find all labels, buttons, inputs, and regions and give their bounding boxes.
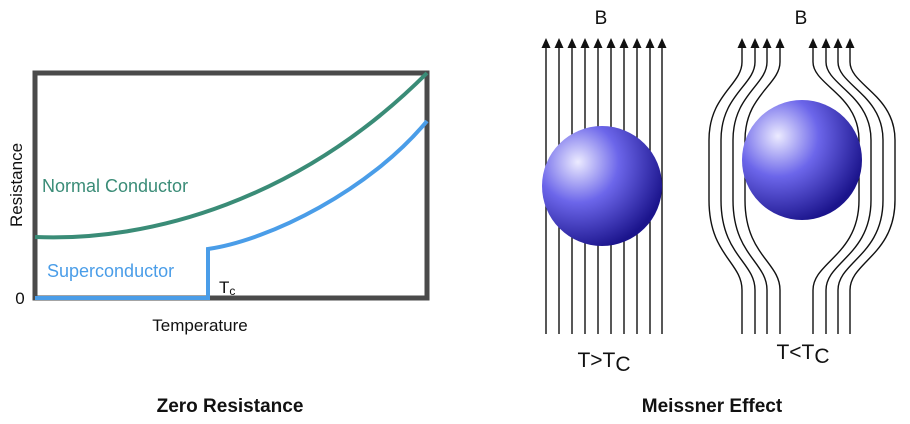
field-arrowhead xyxy=(809,38,818,48)
field-arrowhead xyxy=(738,38,747,48)
field-arrowhead xyxy=(834,38,843,48)
field-label-left: B xyxy=(595,8,608,29)
field-arrowhead xyxy=(620,38,629,48)
field-arrowhead xyxy=(822,38,831,48)
sphere-superconducting-state xyxy=(742,100,862,220)
state-label-right: T<TC xyxy=(776,341,829,368)
field-arrowhead xyxy=(568,38,577,48)
normal-conductor-label: Normal Conductor xyxy=(42,176,188,196)
field-arrowhead xyxy=(594,38,603,48)
field-arrowhead xyxy=(658,38,667,48)
field-arrowhead xyxy=(607,38,616,48)
field-arrowhead xyxy=(581,38,590,48)
field-label-right: B xyxy=(795,8,808,29)
normal-conductor-curve xyxy=(35,73,427,237)
field-arrowhead xyxy=(751,38,760,48)
resistance-graph: Resistance Temperature 0 Normal Conducto… xyxy=(7,73,427,335)
field-arrowhead xyxy=(763,38,772,48)
field-arrowhead xyxy=(646,38,655,48)
sphere-normal-state xyxy=(542,126,662,246)
field-arrowhead xyxy=(846,38,855,48)
x-axis-label: Temperature xyxy=(152,316,247,335)
meissner-effect-caption: Meissner Effect xyxy=(642,396,783,417)
field-penetrating-diagram: B T>TC xyxy=(542,8,667,376)
y-axis-label: Resistance xyxy=(7,143,26,227)
field-expelled-diagram: B T<TC xyxy=(709,8,895,368)
field-arrowhead xyxy=(776,38,785,48)
field-line xyxy=(709,45,742,334)
field-arrowhead xyxy=(542,38,551,48)
state-label-left: T>TC xyxy=(577,349,630,376)
critical-temperature-label: Tc xyxy=(219,278,235,298)
zero-resistance-caption: Zero Resistance xyxy=(157,396,304,417)
zero-label: 0 xyxy=(15,289,24,308)
field-arrowhead xyxy=(633,38,642,48)
superconductor-label: Superconductor xyxy=(47,261,174,281)
field-arrowhead xyxy=(555,38,564,48)
